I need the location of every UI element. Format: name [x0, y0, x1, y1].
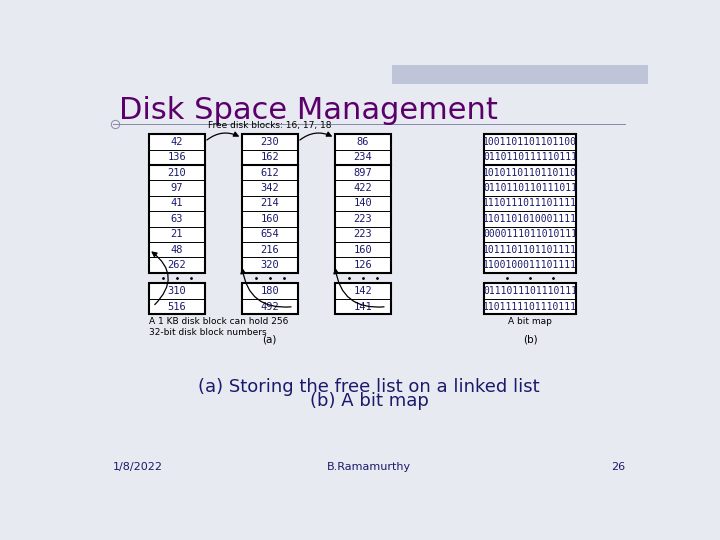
- Bar: [242, 134, 297, 273]
- Bar: [335, 134, 391, 273]
- Text: 41: 41: [171, 198, 183, 208]
- Text: (a): (a): [263, 334, 277, 345]
- Text: 1010110110110110: 1010110110110110: [483, 167, 577, 178]
- Text: 136: 136: [168, 152, 186, 162]
- Text: 180: 180: [261, 286, 279, 296]
- Text: 210: 210: [168, 167, 186, 178]
- Text: 230: 230: [261, 137, 279, 147]
- Text: (a) Storing the free list on a linked list: (a) Storing the free list on a linked li…: [198, 377, 540, 396]
- Text: A bit map: A bit map: [508, 318, 552, 326]
- Text: 160: 160: [261, 214, 279, 224]
- Text: 0110110111110111: 0110110111110111: [483, 152, 577, 162]
- Text: 1100100011101111: 1100100011101111: [483, 260, 577, 270]
- Text: 0110110110111011: 0110110110111011: [483, 183, 577, 193]
- Bar: [392, 65, 648, 84]
- Text: (b) A bit map: (b) A bit map: [310, 392, 428, 410]
- Text: 612: 612: [261, 167, 279, 178]
- Text: 262: 262: [168, 260, 186, 270]
- Text: 223: 223: [354, 214, 372, 224]
- Text: 21: 21: [171, 229, 183, 239]
- Text: 42: 42: [171, 137, 183, 147]
- Text: 492: 492: [261, 301, 279, 312]
- Bar: [149, 134, 204, 273]
- Text: 214: 214: [261, 198, 279, 208]
- Text: 1101111101110111: 1101111101110111: [483, 301, 577, 312]
- Text: 216: 216: [261, 245, 279, 254]
- Text: (b): (b): [523, 334, 538, 345]
- Text: 1011101101101111: 1011101101101111: [483, 245, 577, 254]
- Text: 142: 142: [354, 286, 372, 296]
- Text: 1110111011101111: 1110111011101111: [483, 198, 577, 208]
- Text: 160: 160: [354, 245, 372, 254]
- Text: 1001101101101100: 1001101101101100: [483, 137, 577, 147]
- Text: 897: 897: [354, 167, 372, 178]
- Text: 97: 97: [171, 183, 183, 193]
- Text: 516: 516: [168, 301, 186, 312]
- Text: 234: 234: [354, 152, 372, 162]
- Text: 320: 320: [261, 260, 279, 270]
- Text: 86: 86: [356, 137, 369, 147]
- Text: A 1 KB disk block can hold 256
32-bit disk block numbers: A 1 KB disk block can hold 256 32-bit di…: [149, 318, 288, 337]
- Bar: [149, 284, 204, 314]
- Text: 310: 310: [168, 286, 186, 296]
- Bar: [485, 284, 576, 314]
- Bar: [485, 134, 576, 273]
- Text: 223: 223: [354, 229, 372, 239]
- Text: 654: 654: [261, 229, 279, 239]
- Bar: [242, 284, 297, 314]
- Text: 162: 162: [261, 152, 279, 162]
- Bar: [335, 284, 391, 314]
- Text: 0000111011010111: 0000111011010111: [483, 229, 577, 239]
- Text: B.Ramamurthy: B.Ramamurthy: [327, 462, 411, 472]
- Text: 0111011101110111: 0111011101110111: [483, 286, 577, 296]
- Text: 422: 422: [354, 183, 372, 193]
- Text: 126: 126: [354, 260, 372, 270]
- Text: 63: 63: [171, 214, 183, 224]
- Text: 140: 140: [354, 198, 372, 208]
- Text: 1101101010001111: 1101101010001111: [483, 214, 577, 224]
- Text: Disk Space Management: Disk Space Management: [120, 96, 498, 125]
- Text: 1/8/2022: 1/8/2022: [113, 462, 163, 472]
- Text: Free disk blocks: 16, 17, 18: Free disk blocks: 16, 17, 18: [208, 122, 331, 130]
- Text: 342: 342: [261, 183, 279, 193]
- Text: 141: 141: [354, 301, 372, 312]
- Text: 48: 48: [171, 245, 183, 254]
- Text: 26: 26: [611, 462, 625, 472]
